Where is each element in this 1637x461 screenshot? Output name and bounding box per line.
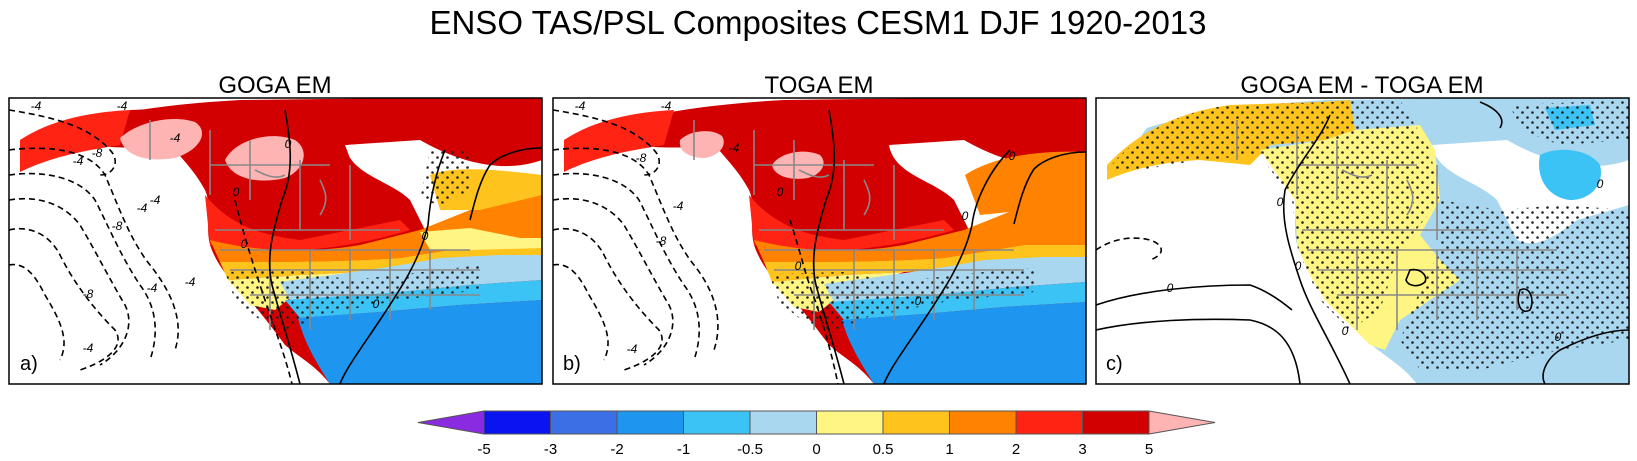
panel-b-stipple-south [769, 268, 1034, 332]
panel-c-psl-contours [1096, 101, 1629, 384]
colorbar-box [882, 410, 950, 435]
colorbar-tick-label: -3 [544, 441, 557, 458]
colorbar-tick-label: -2 [610, 441, 623, 458]
panel-c-label: c) [1106, 353, 1123, 375]
panel-b-contour-labels: -4 -4 -4 -8 -4 -8 -4 0 0 0 0 0 [575, 99, 1016, 356]
colorbar-tick-label: -5 [477, 441, 490, 458]
panel-a-clab: -4 [83, 341, 94, 355]
colorbar-box [949, 410, 1017, 435]
panel-a-contour-labels: -4 -4 -4 -8 -4 -4 -8 -4 -8 -4 -4 -4 0 0 … [31, 99, 429, 355]
panel-c-map: 0 0 0 0 0 0 c) [1095, 97, 1630, 385]
panel-a-frame [8, 97, 543, 385]
panel-c-title: GOGA EM - TOGA EM [1240, 72, 1483, 99]
panel-a-clab: -8 [83, 287, 94, 301]
panel-a-clab: 0 [373, 297, 380, 311]
panel-a-borders [149, 120, 480, 330]
colorbar-tick-label: 1 [945, 441, 953, 458]
panel-b-clab: 0 [962, 209, 969, 223]
panel-a-label: a) [20, 353, 38, 375]
panel-a-clab: -4 [117, 99, 128, 113]
panel-a-clab: -4 [170, 131, 181, 145]
panel-b-tas-gt5-west [679, 131, 724, 158]
panel-a-tas-2-3 [20, 110, 130, 172]
colorbar-tick-label: 0 [812, 441, 820, 458]
panel-a-clab: 0 [241, 237, 248, 251]
panel-b-clab: -8 [636, 151, 647, 165]
colorbar-box [1015, 410, 1083, 435]
panel-a-map: -4 -4 -4 -8 -4 -4 -8 -4 -8 -4 -4 -4 0 0 … [8, 97, 543, 385]
panel-a-clab: -4 [185, 275, 196, 289]
colorbar-tick-label: -1 [677, 441, 690, 458]
panel-c-stipple-ne [1510, 100, 1629, 145]
colorbar-box [749, 410, 817, 435]
panel-c-tas-m1-m05-ne [1539, 149, 1601, 200]
panel-a-clab: -4 [31, 99, 42, 113]
panel-c-clab: 0 [1167, 281, 1174, 295]
panel-b-clab: -4 [575, 99, 586, 113]
panel-c-clab: 0 [1555, 330, 1562, 344]
panel-a-tas-gt5-east [225, 136, 304, 181]
panel-a-psl-contours [9, 109, 542, 384]
panel-a-clab: -4 [147, 281, 158, 295]
colorbar-box [816, 410, 884, 435]
panel-a-tas-gt5-west [120, 118, 203, 160]
panel-c-contour-labels: 0 0 0 0 0 0 [1167, 177, 1604, 344]
panel-a-clab: -4 [73, 154, 84, 168]
panel-a-stipple-south [225, 265, 480, 330]
panel-a-clab: 0 [422, 229, 429, 243]
panel-c-clab: 0 [1597, 177, 1604, 191]
panel-a-clab: -4 [150, 193, 161, 207]
panel-a-clab: -8 [112, 219, 123, 233]
panel-b-tas-m2-m1 [842, 302, 1086, 384]
panel-b-tas-2-3 [564, 110, 674, 172]
panel-b-clab: -4 [661, 99, 672, 113]
colorbar-box [1082, 410, 1150, 435]
panel-b-clab: -4 [729, 141, 740, 155]
panel-a-clab: 0 [285, 137, 292, 151]
panel-b-clab: -4 [627, 342, 638, 356]
panel-c-borders [1236, 120, 1567, 330]
panel-b-borders [693, 120, 1024, 330]
panel-b-frame [552, 97, 1087, 385]
panel-b-clab: 0 [777, 185, 784, 199]
colorbar-box [683, 410, 751, 435]
colorbar-over-triangle [1148, 410, 1216, 435]
colorbar-tick-label: 2 [1012, 441, 1020, 458]
colorbar-tick-label: -0.5 [737, 441, 763, 458]
panel-a-clab: -4 [137, 201, 148, 215]
colorbar-tick-label: 5 [1145, 441, 1153, 458]
panel-c-clab: 0 [1295, 259, 1302, 273]
panel-b-clab: 0 [915, 294, 922, 308]
colorbar-under-triangle [417, 410, 485, 435]
panel-a-title: GOGA EM [218, 72, 331, 99]
panel-b-tas-1-2 [754, 185, 1086, 262]
colorbar-box [483, 410, 551, 435]
colorbar-box [616, 410, 684, 435]
panel-b-tas-2-3-south [749, 195, 954, 252]
panel-a-tas-0-05-east [420, 228, 542, 250]
panel-a-tas-2-3-south [205, 195, 410, 252]
panel-b-clab: 0 [795, 259, 802, 273]
panel-a-tas-m2-m1 [298, 300, 542, 384]
panel-c-stipple-east [1400, 200, 1629, 370]
figure-title: ENSO TAS/PSL Composites CESM1 DJF 1920-2… [429, 4, 1206, 41]
panel-b-label: b) [563, 353, 581, 375]
panel-a-clab: -8 [92, 146, 103, 160]
colorbar-tick-label: 3 [1078, 441, 1086, 458]
panel-c-clab: 0 [1342, 324, 1349, 338]
panel-b-map: -4 -4 -4 -8 -4 -8 -4 0 0 0 0 0 b) [552, 97, 1087, 385]
panel-b-clab: -4 [673, 199, 684, 213]
panel-b-psl-contours [553, 109, 1086, 384]
colorbar: -5 -3 -2 -1 -0.5 0 0.5 1 2 3 5 [417, 410, 1216, 458]
panel-b-title: TOGA EM [765, 72, 874, 99]
panel-c-frame [1095, 97, 1630, 385]
panel-b-clab: 0 [1009, 149, 1016, 163]
panel-b-clab: -8 [656, 234, 667, 248]
panel-a-clab: 0 [233, 185, 240, 199]
colorbar-box [550, 410, 618, 435]
panel-c-clab: 0 [1277, 195, 1284, 209]
colorbar-tick-label: 0.5 [873, 441, 894, 458]
